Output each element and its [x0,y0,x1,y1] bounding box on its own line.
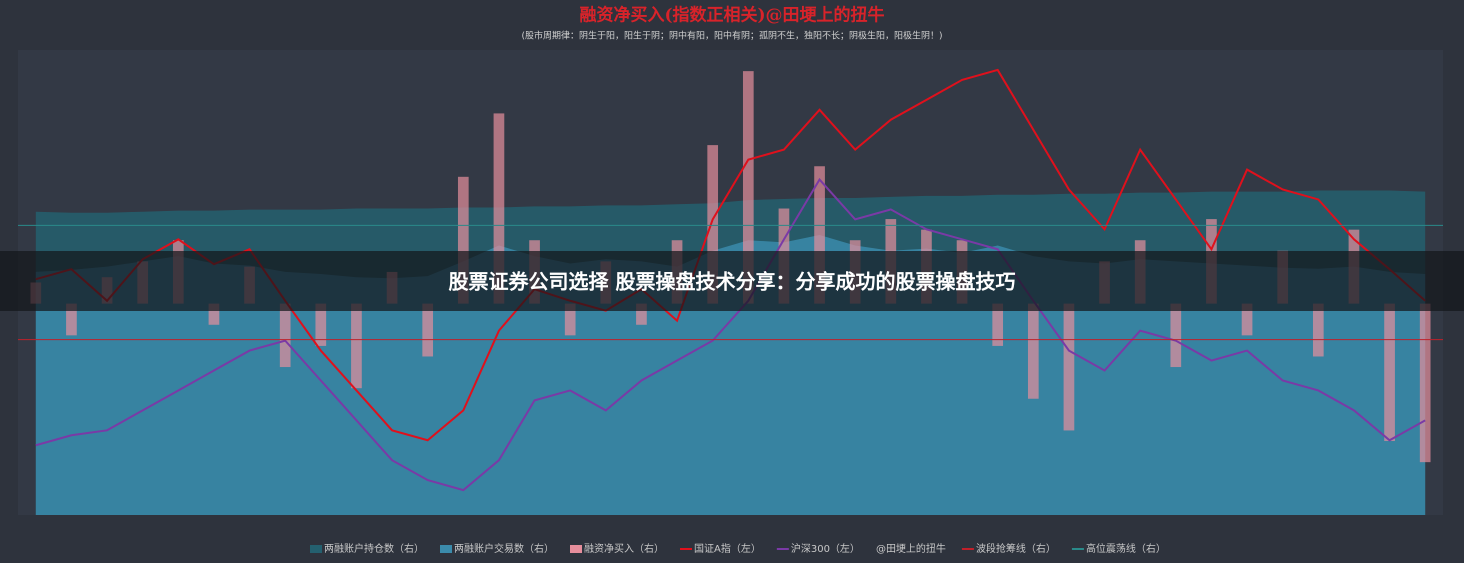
bar [66,303,77,336]
bar [564,303,576,336]
legend-label: 波段抢筹线（右） [976,542,1056,555]
legend-label: 两融账户持仓数（右） [324,542,424,555]
bar [1170,303,1182,368]
bar [351,303,362,389]
bar [1027,303,1039,399]
legend-label: @田埂上的扭牛 [876,542,946,555]
legend-swatch [310,545,322,553]
bar [636,303,647,325]
chart-subtitle: (股市周期律：阴生于阳，阳生于阴；阴中有阳，阳中有阴；孤阴不生，独阳不长；阴极生… [521,30,942,42]
bar [1241,303,1253,336]
legend-label: 两融账户交易数（右） [454,542,554,555]
legend-swatch [570,545,582,553]
legend-swatch [440,545,452,553]
bar [742,71,754,304]
legend-label: 沪深300（左） [791,542,860,555]
bar [1384,303,1395,442]
banner-text: 股票证券公司选择 股票操盘技术分享：分享成功的股票操盘技巧 [449,270,1016,294]
bar [208,303,220,325]
bar [992,303,1004,346]
bar [493,113,505,304]
line [35,177,1426,492]
bar [457,176,469,304]
bar [1063,303,1075,431]
bar [707,145,719,304]
bar [315,303,327,346]
banner-background [0,251,1464,311]
legend-label: 国证A指（左） [694,542,761,555]
bar [279,303,291,368]
bar [422,303,434,357]
bar [1312,303,1324,357]
legend-label: 高位震荡线（右） [1086,542,1166,555]
bar [814,166,825,304]
legend-label: 融资净买入（右） [584,542,664,555]
chart-title: 融资净买入(指数正相关)@田埂上的扭牛 [579,5,884,26]
bar [1419,303,1431,463]
legend: 两融账户持仓数（右） 两融账户交易数（右） 融资净买入（右） 国证A指（左） 沪深300… [310,542,1166,555]
